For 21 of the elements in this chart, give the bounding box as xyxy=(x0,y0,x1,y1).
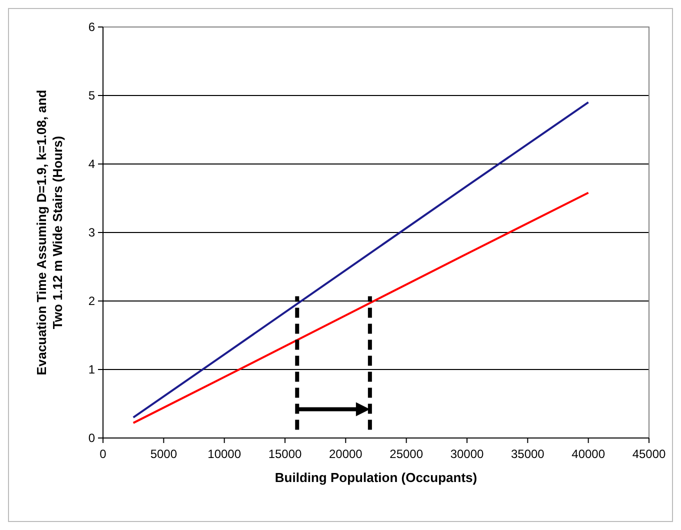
x-tick-label: 45000 xyxy=(632,447,666,461)
y-tick-label: 6 xyxy=(88,20,96,34)
y-axis-title: Evacuation Time Assuming D=1.9, k=1.08, and Two 1.12 m Wide Stairs (Hours) xyxy=(34,90,65,376)
x-tick-label: 30000 xyxy=(450,447,484,461)
x-tick-label: 20000 xyxy=(328,447,363,461)
x-tick-label: 10000 xyxy=(208,447,242,461)
y-tick-label: 2 xyxy=(88,294,96,308)
line-series xyxy=(132,101,590,418)
x-tick-label: 0 xyxy=(100,447,107,461)
x-tick-label: 35000 xyxy=(510,447,545,461)
y-tick-label: 4 xyxy=(88,157,96,172)
y-tick-label: 0 xyxy=(88,431,96,446)
x-tick-label: 40000 xyxy=(572,447,606,461)
x-tick-label: 15000 xyxy=(268,447,302,461)
x-tick-label: 25000 xyxy=(390,447,424,461)
x-tick-label: 5000 xyxy=(150,447,178,461)
y-tick-label: 1 xyxy=(88,362,96,377)
y-tick-label: 3 xyxy=(88,226,96,240)
line-series xyxy=(132,192,590,424)
y-tick-label: 5 xyxy=(88,88,96,103)
x-axis-title: Building Population (Occupants) xyxy=(274,470,478,485)
